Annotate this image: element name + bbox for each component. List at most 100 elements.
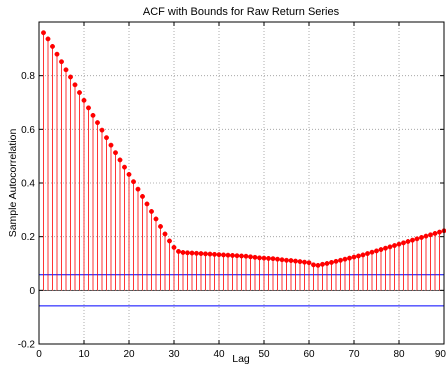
y-tick-label: 0.6: [21, 125, 35, 136]
acf-point: [194, 250, 199, 256]
acf-point: [378, 247, 384, 252]
acf-point: [428, 232, 433, 238]
acf-point: [365, 251, 370, 257]
acf-point: [356, 253, 361, 259]
acf-point: [207, 251, 213, 257]
acf-point: [347, 255, 352, 261]
acf-point: [45, 36, 51, 42]
acf-point: [95, 120, 100, 126]
y-tick-label: 0.2: [21, 232, 35, 243]
acf-point: [135, 186, 141, 192]
acf-point: [248, 254, 253, 260]
y-tick-label: 0.8: [21, 71, 35, 82]
acf-point: [180, 250, 186, 255]
acf-markers: [41, 30, 446, 268]
acf-point: [374, 248, 379, 254]
acf-point: [243, 253, 249, 259]
acf-point: [198, 251, 204, 257]
x-tick-label: 90: [435, 349, 446, 360]
x-axis-ticks: 0 10 20 30 40 50 60 70 80 90: [36, 22, 446, 360]
acf-point: [162, 231, 168, 237]
acf-point: [401, 240, 406, 246]
x-tick-label: 40: [213, 349, 225, 360]
acf-point: [153, 216, 159, 222]
acf-point: [86, 105, 91, 111]
acf-point: [239, 253, 244, 259]
acf-point: [41, 30, 46, 36]
x-tick-label: 70: [348, 349, 360, 360]
acf-point: [113, 150, 118, 156]
y-tick-label: 0.4: [21, 179, 35, 190]
acf-point: [306, 260, 312, 266]
acf-point: [176, 248, 181, 254]
acf-point: [266, 255, 271, 261]
acf-point: [405, 239, 411, 244]
acf-point: [99, 127, 105, 133]
acf-point: [315, 262, 321, 268]
acf-point: [63, 67, 69, 73]
acf-stems: [43, 32, 445, 291]
acf-point: [117, 157, 123, 163]
acf-point: [414, 236, 420, 242]
x-tick-label: 30: [168, 349, 180, 360]
acf-point: [396, 241, 402, 247]
acf-point: [189, 250, 195, 256]
acf-point: [131, 179, 136, 185]
acf-point: [383, 245, 388, 251]
acf-point: [324, 261, 330, 266]
acf-point: [329, 259, 334, 265]
acf-point: [140, 193, 145, 199]
acf-point: [293, 258, 298, 264]
acf-point: [351, 254, 357, 260]
y-axis-label: Sample Autocorrelation: [7, 129, 19, 238]
acf-point: [54, 51, 60, 57]
acf-point: [50, 43, 55, 49]
acf-point: [437, 229, 442, 235]
acf-point: [360, 252, 366, 258]
acf-point: [126, 171, 132, 177]
acf-point: [284, 257, 289, 263]
acf-point: [419, 235, 424, 240]
y-axis-ticks: -0.2 0 0.2 0.4 0.6 0.8: [18, 71, 444, 351]
acf-point: [68, 74, 73, 80]
acf-point: [369, 249, 375, 255]
y-tick-label: -0.2: [18, 340, 36, 351]
x-tick-label: 80: [393, 349, 405, 360]
x-axis-label: Lag: [232, 353, 250, 365]
acf-point: [59, 59, 64, 65]
acf-point: [257, 255, 262, 261]
acf-point: [333, 258, 339, 264]
acf-point: [167, 238, 172, 244]
acf-point: [252, 254, 258, 260]
acf-point: [297, 259, 303, 265]
acf-point: [149, 208, 154, 214]
x-tick-label: 20: [123, 349, 135, 360]
acf-point: [185, 250, 190, 256]
acf-point: [212, 251, 217, 257]
acf-point: [203, 251, 208, 257]
acf-point: [432, 230, 438, 236]
acf-point: [410, 237, 415, 243]
acf-point: [288, 258, 294, 263]
acf-point: [279, 257, 285, 263]
x-tick-label: 0: [36, 349, 42, 360]
acf-point: [104, 135, 109, 141]
acf-point: [423, 233, 429, 239]
x-tick-label: 10: [78, 349, 90, 360]
chart-title: ACF with Bounds for Raw Return Series: [143, 6, 340, 18]
acf-point: [342, 256, 348, 262]
acf-point: [311, 262, 316, 268]
acf-point: [270, 256, 276, 262]
acf-point: [108, 142, 114, 148]
acf-point: [216, 252, 222, 258]
acf-point: [234, 253, 240, 259]
acf-point: [230, 253, 235, 258]
acf-point: [338, 257, 343, 263]
acf-point: [122, 164, 127, 170]
acf-point: [90, 112, 96, 118]
acf-point: [275, 256, 280, 262]
acf-point: [392, 243, 397, 248]
acf-point: [302, 259, 307, 265]
acf-point: [387, 244, 393, 250]
x-tick-label: 50: [258, 349, 270, 360]
